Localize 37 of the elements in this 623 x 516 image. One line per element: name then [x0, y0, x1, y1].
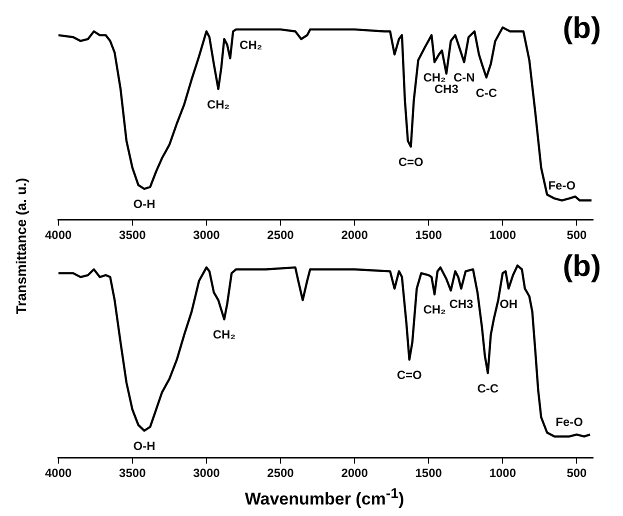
- annotation: CH₂: [240, 38, 262, 52]
- chart-title: (b): [562, 12, 601, 46]
- x-axis-title: Wavenumber (cm$^{-1}$): [244, 486, 406, 510]
- annotation: C-C: [476, 86, 498, 100]
- annotation: Fe-O: [548, 178, 576, 193]
- x-tick-label: 3000: [193, 228, 220, 242]
- annotation: C-C: [477, 381, 499, 396]
- annotation: CH₂: [423, 70, 446, 84]
- annotation: Fe-O: [556, 414, 583, 429]
- x-tick-label: 2000: [341, 228, 368, 242]
- annotation: CH₂: [423, 302, 446, 317]
- chart-title: (b): [562, 250, 601, 284]
- annotation: CH₂: [206, 97, 230, 112]
- x-tick-label: 1000: [489, 228, 516, 242]
- annotation: C=O: [398, 154, 424, 169]
- annotation: OH: [500, 296, 518, 311]
- x-tick-label: 2000: [341, 466, 368, 480]
- x-tick-label: 4000: [44, 228, 72, 242]
- x-tick-label: 2500: [267, 228, 294, 242]
- annotation: C=O: [396, 368, 422, 382]
- x-tick-label: 3000: [193, 466, 220, 480]
- annotation: CH₂: [212, 328, 236, 342]
- annotation: O-H: [133, 439, 156, 454]
- annotation: CH3: [434, 82, 459, 96]
- x-tick-label: 3500: [119, 228, 146, 242]
- x-tick-label: 500: [566, 466, 588, 480]
- x-tick-label: 1000: [489, 466, 516, 480]
- x-tick-label: 1500: [415, 228, 442, 242]
- x-tick-label: 1500: [415, 466, 442, 480]
- x-tick-label: 2500: [267, 466, 294, 480]
- y-axis-title: Transmittance (a. u.): [13, 178, 29, 314]
- x-tick-label: 4000: [44, 466, 72, 480]
- annotation: C-N: [453, 70, 475, 84]
- annotation: O-H: [133, 197, 156, 212]
- x-tick-label: 500: [566, 228, 588, 242]
- x-tick-label: 3500: [119, 466, 146, 480]
- annotation: CH3: [449, 296, 474, 311]
